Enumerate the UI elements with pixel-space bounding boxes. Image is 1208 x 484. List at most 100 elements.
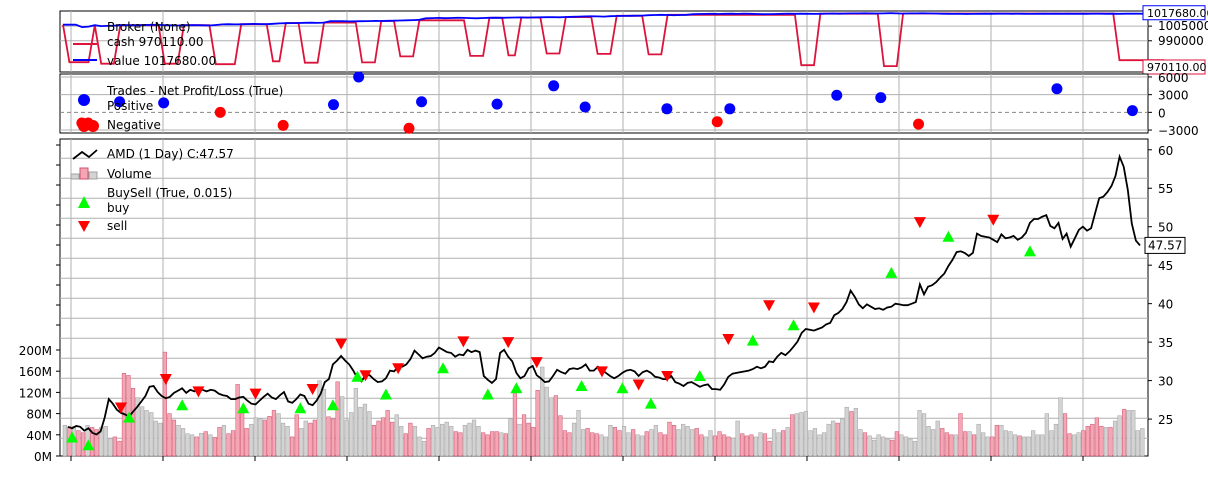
buy-marker <box>379 388 392 400</box>
volume-bar <box>394 414 399 457</box>
volume-bar <box>817 434 822 457</box>
volume-bar <box>690 429 695 457</box>
sell-marker <box>807 302 820 314</box>
buy-legend-label: buy <box>107 201 129 215</box>
volume-bar <box>899 434 904 457</box>
volume-bar <box>999 425 1004 457</box>
close-tag: 47.57 <box>1144 236 1186 254</box>
volume-bar <box>1040 434 1045 457</box>
volume-bar <box>485 434 490 457</box>
volume-bar <box>162 351 167 457</box>
positive-trade-point <box>353 71 365 83</box>
price-y-tick-label: 45 <box>1158 259 1173 273</box>
volume-bar <box>1103 427 1109 457</box>
volume-bar <box>76 430 81 457</box>
volume-bar <box>399 426 404 457</box>
volume-bar <box>844 406 849 457</box>
buy-marker <box>942 230 955 242</box>
volume-bar <box>280 422 286 457</box>
positive-trade-point <box>1126 105 1138 117</box>
volume-bar <box>740 433 745 457</box>
volume-bar <box>403 433 408 457</box>
volume-bar <box>881 436 886 457</box>
price-y-tick-label: 30 <box>1158 375 1173 389</box>
volume-bar <box>1017 435 1022 457</box>
negative-trade-point <box>403 122 415 134</box>
volume-bar <box>849 411 854 457</box>
volume-bar <box>240 413 245 457</box>
negative-legend-swatch <box>78 120 90 132</box>
volume-y-tick-label: 80M <box>26 408 52 422</box>
volume-bar <box>662 434 668 457</box>
volume-bar <box>581 429 586 457</box>
volume-bar <box>308 422 313 457</box>
volume-bar <box>994 425 999 457</box>
broker-y-tick-label: 990000 <box>1158 34 1204 48</box>
volume-bar <box>421 440 427 457</box>
volume-bar <box>644 431 649 457</box>
volume-bar <box>617 430 622 457</box>
broker-panel-frame <box>59 10 1149 73</box>
volume-bar <box>771 429 777 457</box>
volume-bar <box>549 397 554 457</box>
sell-marker <box>632 379 645 391</box>
volume-bar <box>671 425 677 457</box>
broker-value-line <box>63 12 1146 29</box>
volume-bar <box>490 431 495 457</box>
volume-bar <box>890 439 895 457</box>
volume-bar <box>167 413 172 457</box>
volume-bar <box>476 426 481 457</box>
positive-legend-swatch <box>78 94 90 106</box>
volume-bar <box>358 406 363 457</box>
volume-legend-label: Volume <box>107 167 152 181</box>
sell-marker <box>335 338 348 350</box>
volume-bar <box>1003 430 1009 457</box>
cash-tag-label: 970110.00 <box>1147 61 1207 74</box>
volume-bar <box>390 421 395 457</box>
volume-bar <box>1053 423 1059 457</box>
volume-bar <box>762 433 768 457</box>
volume-bar <box>590 432 595 457</box>
negative-legend-swatch <box>87 120 99 132</box>
buy-marker <box>351 370 364 382</box>
volume-bar <box>967 431 972 457</box>
volume-bar <box>535 390 540 457</box>
sell-marker <box>502 337 515 349</box>
volume-bar <box>230 430 236 457</box>
volume-bar <box>103 426 108 457</box>
sell-legend-swatch <box>78 221 90 232</box>
volume-bar <box>544 386 549 457</box>
buy-marker <box>326 399 339 411</box>
positive-trade-point <box>158 97 170 109</box>
volume-bar <box>108 438 113 457</box>
volume-bar <box>649 429 654 457</box>
volume-bar <box>499 432 504 457</box>
volume-bar <box>435 427 440 457</box>
volume-bar <box>958 413 963 457</box>
volume-bar <box>976 423 981 457</box>
positive-trade-point <box>416 96 428 108</box>
volume-bar <box>576 410 581 457</box>
volume-bar <box>562 430 568 457</box>
volume-bar <box>985 436 990 457</box>
broker-y-tick-label: 1005000 <box>1158 19 1208 33</box>
volume-bar <box>80 432 86 457</box>
volume-bar <box>1140 428 1145 457</box>
volume-bar <box>1094 417 1099 457</box>
trades-panel-frame <box>59 73 1149 134</box>
positive-trade-point <box>1051 83 1063 95</box>
volume-bar <box>803 411 808 457</box>
volume-bar <box>653 425 658 457</box>
volume-y-tick-label: 0M <box>34 450 52 464</box>
volume-bar <box>503 433 508 457</box>
volume-bar <box>726 436 731 457</box>
volume-bar <box>90 427 95 457</box>
volume-bar <box>267 416 272 457</box>
volume-bar <box>171 419 177 457</box>
volume-bar <box>685 426 690 457</box>
volume-bar <box>1072 434 1077 457</box>
value-tag-box <box>1142 5 1206 21</box>
volume-bar <box>799 412 804 457</box>
volume-bar <box>871 439 877 457</box>
volume-bar <box>1122 409 1127 457</box>
